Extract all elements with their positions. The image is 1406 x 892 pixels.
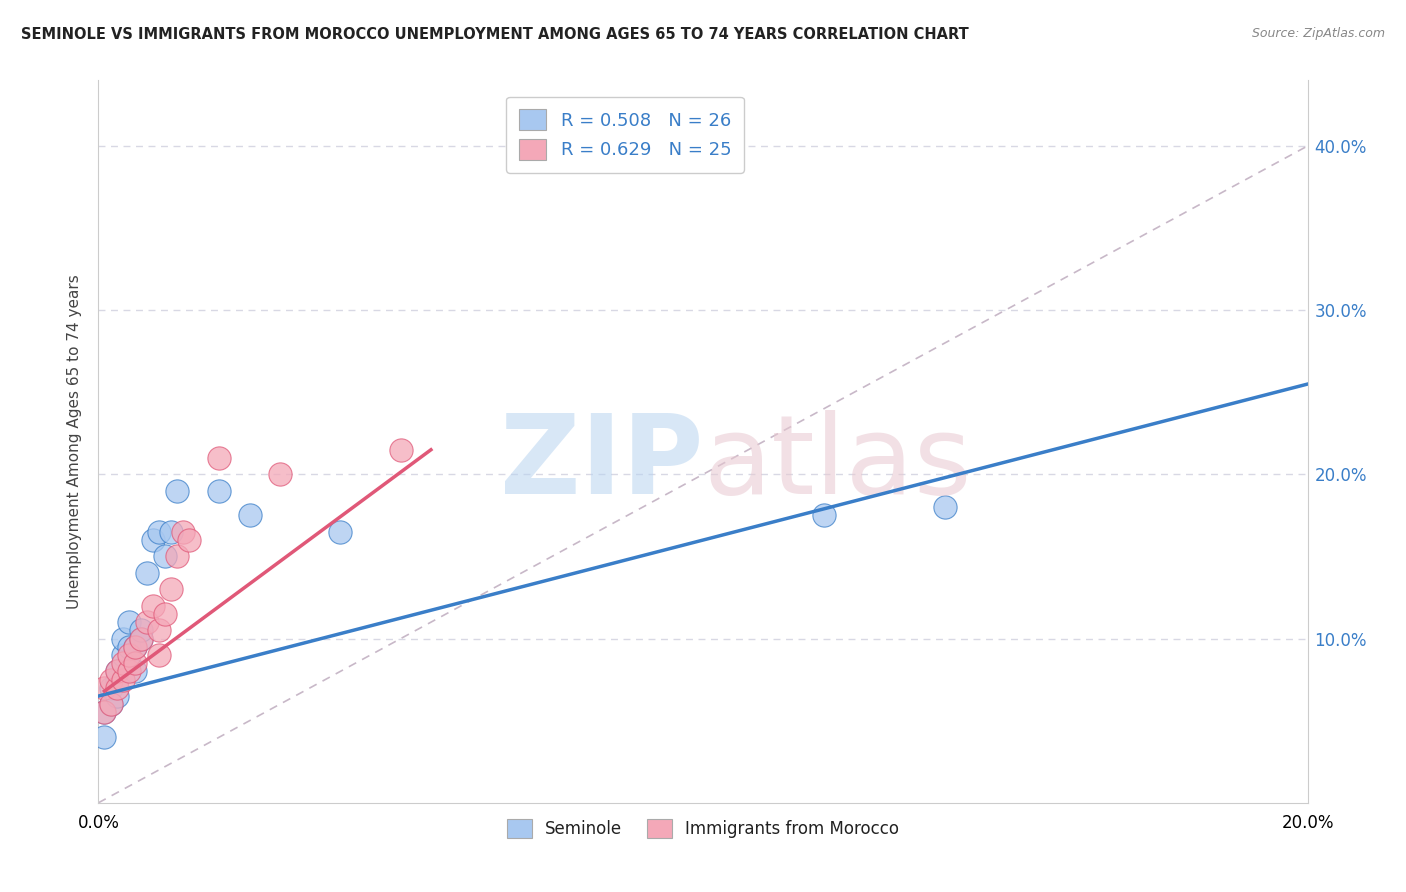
Point — [111, 632, 134, 646]
Point — [166, 549, 188, 564]
Point — [208, 450, 231, 465]
Point — [105, 665, 128, 679]
Point — [105, 673, 128, 687]
Point — [129, 632, 152, 646]
Point — [172, 524, 194, 539]
Point — [124, 657, 146, 671]
Point — [148, 624, 170, 638]
Point — [813, 508, 835, 523]
Point — [389, 442, 412, 457]
Text: Source: ZipAtlas.com: Source: ZipAtlas.com — [1251, 27, 1385, 40]
Point — [105, 689, 128, 703]
Point — [93, 730, 115, 744]
Point — [93, 681, 115, 695]
Point — [153, 549, 176, 564]
Point — [111, 648, 134, 662]
Point — [129, 624, 152, 638]
Point — [124, 640, 146, 654]
Point — [118, 665, 141, 679]
Legend: Seminole, Immigrants from Morocco: Seminole, Immigrants from Morocco — [501, 813, 905, 845]
Point — [239, 508, 262, 523]
Point — [93, 706, 115, 720]
Point — [105, 665, 128, 679]
Point — [166, 483, 188, 498]
Point — [118, 648, 141, 662]
Point — [129, 632, 152, 646]
Point — [124, 640, 146, 654]
Point — [100, 698, 122, 712]
Point — [100, 698, 122, 712]
Point — [208, 483, 231, 498]
Point — [269, 467, 291, 482]
Point — [148, 648, 170, 662]
Point — [135, 566, 157, 580]
Point — [118, 640, 141, 654]
Point — [179, 533, 201, 547]
Text: SEMINOLE VS IMMIGRANTS FROM MOROCCO UNEMPLOYMENT AMONG AGES 65 TO 74 YEARS CORRE: SEMINOLE VS IMMIGRANTS FROM MOROCCO UNEM… — [21, 27, 969, 42]
Point — [934, 500, 956, 515]
Point — [100, 681, 122, 695]
Point — [142, 599, 165, 613]
Point — [148, 524, 170, 539]
Point — [160, 524, 183, 539]
Point — [160, 582, 183, 597]
Text: atlas: atlas — [703, 409, 972, 516]
Point — [142, 533, 165, 547]
Point — [135, 615, 157, 630]
Point — [118, 615, 141, 630]
Point — [93, 706, 115, 720]
Point — [124, 665, 146, 679]
Point — [153, 607, 176, 621]
Text: ZIP: ZIP — [499, 409, 703, 516]
Y-axis label: Unemployment Among Ages 65 to 74 years: Unemployment Among Ages 65 to 74 years — [67, 274, 83, 609]
Point — [100, 673, 122, 687]
Point — [329, 524, 352, 539]
Point — [111, 657, 134, 671]
Point — [105, 681, 128, 695]
Point — [111, 673, 134, 687]
